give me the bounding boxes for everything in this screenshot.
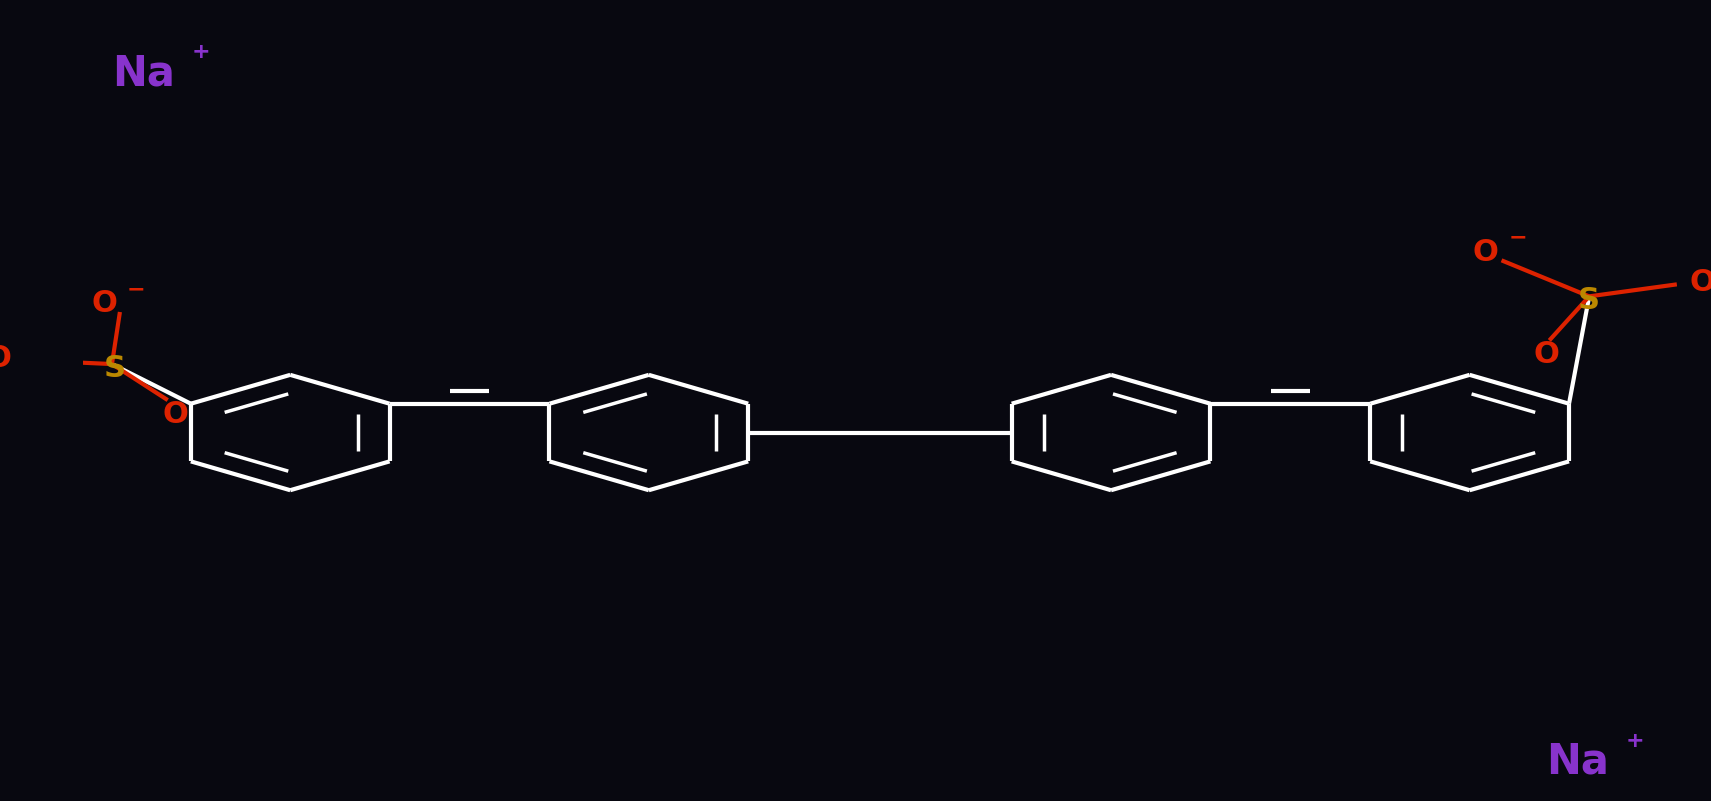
Text: Na: Na — [111, 52, 175, 94]
Text: O: O — [91, 289, 116, 319]
Text: O: O — [163, 400, 188, 429]
Text: +: + — [1625, 731, 1644, 751]
Text: Na: Na — [1547, 741, 1608, 783]
Text: S: S — [104, 353, 127, 383]
Text: O: O — [0, 344, 12, 373]
Text: −: − — [127, 280, 145, 300]
Text: O: O — [1689, 268, 1711, 297]
Text: +: + — [192, 42, 210, 62]
Text: O: O — [1473, 238, 1499, 267]
Text: S: S — [1578, 286, 1600, 315]
Text: −: − — [1507, 228, 1526, 248]
Text: O: O — [1533, 340, 1559, 369]
